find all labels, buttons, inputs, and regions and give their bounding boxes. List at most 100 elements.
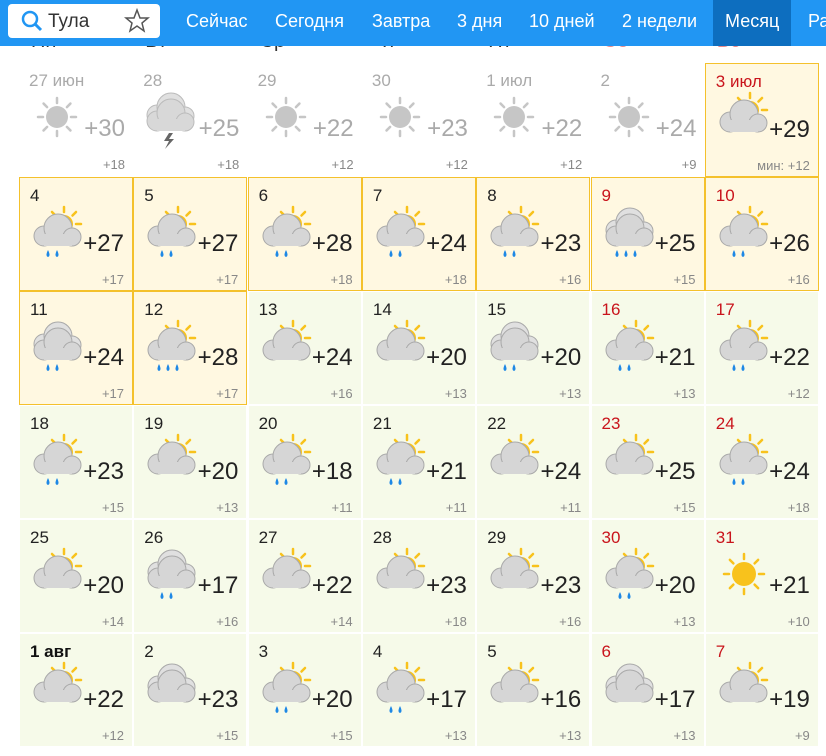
day-cell[interactable]: 27 июн +30 +18	[19, 63, 133, 177]
star-icon[interactable]	[124, 8, 150, 34]
temp-min: +11	[560, 500, 582, 515]
weather-icon	[262, 547, 311, 589]
weather-icon	[490, 205, 540, 257]
temp-min: +16	[787, 272, 810, 287]
temp-min: +16	[330, 386, 353, 401]
day-cell[interactable]: 3 +20 +15	[247, 633, 362, 747]
day-cell[interactable]: 29 +23 +16	[476, 519, 591, 633]
nav-tab[interactable]: Ра	[808, 11, 826, 31]
weather-icon	[262, 433, 311, 485]
day-cell[interactable]: 18 +23 +15	[19, 405, 133, 519]
temp-min: +9	[681, 157, 697, 172]
day-cell[interactable]: 25 +20 +14	[19, 519, 133, 633]
day-cell[interactable]: 1 авг +22 +12	[19, 633, 133, 747]
temp-min: +15	[673, 272, 696, 287]
day-cell[interactable]: 28 +23 +18	[361, 519, 476, 633]
day-cell[interactable]: 26 +17 +16	[133, 519, 248, 633]
weather-icon	[605, 319, 654, 371]
day-cell[interactable]: 19 +20 +13	[133, 405, 248, 519]
temp-max: +21	[426, 458, 467, 485]
day-label: 21	[372, 414, 392, 433]
temp-min: +17	[216, 272, 239, 287]
day-cell[interactable]: 2 +23 +15	[133, 633, 248, 747]
day-cell[interactable]: 9 +25 +15	[590, 177, 705, 291]
day-cell[interactable]: 30 +20 +13	[590, 519, 705, 633]
nav-tab[interactable]: 3 дня	[457, 11, 503, 31]
search-text: Тула	[48, 11, 90, 32]
temp-min: +10	[787, 614, 810, 629]
day-cell[interactable]: 28 +25 +18	[133, 63, 248, 177]
day-label: 22	[487, 414, 507, 433]
day-cell[interactable]: 7 +24 +18	[361, 177, 476, 291]
day-label: 29	[487, 528, 507, 547]
weather-icon	[605, 547, 654, 599]
temp-min: +16	[559, 614, 582, 629]
day-cell[interactable]: 7 +19 +9	[704, 633, 819, 747]
nav-tab[interactable]: Завтра	[372, 11, 431, 31]
weather-icon	[719, 205, 769, 257]
temp-min: +12	[101, 728, 124, 743]
weather-icon	[376, 205, 426, 257]
day-cell[interactable]: 4 +17 +13	[361, 633, 476, 747]
day-cell[interactable]: 1 июл +22 +12	[476, 63, 591, 177]
day-label: 13	[258, 300, 278, 319]
day-cell[interactable]: 22 +24 +11	[476, 405, 591, 519]
day-label: 12	[144, 300, 164, 319]
temp-max: +21	[769, 572, 810, 599]
day-label: 1 авг	[30, 642, 72, 661]
day-cell[interactable]: 11 +24 +17	[19, 291, 133, 405]
day-cell[interactable]: 29 +22 +12	[247, 63, 362, 177]
day-label: 17	[715, 300, 735, 319]
day-cell[interactable]: 5 +27 +17	[133, 177, 248, 291]
nav-tab[interactable]: 2 недели	[622, 11, 698, 31]
day-label: 31	[715, 528, 735, 547]
temp-min: +11	[445, 500, 467, 515]
weather-icon	[379, 96, 421, 138]
day-cell[interactable]: 27 +22 +14	[247, 519, 362, 633]
day-cell[interactable]: 6 +17 +13	[590, 633, 705, 747]
day-cell[interactable]: 20 +18 +11	[247, 405, 362, 519]
nav-tab[interactable]: Месяц	[713, 0, 792, 46]
nav-tab[interactable]: Сегодня	[275, 11, 344, 31]
temp-max: +24	[769, 458, 810, 485]
weather-icon	[33, 205, 83, 257]
day-cell[interactable]: 5 +16 +13	[476, 633, 591, 747]
day-cell[interactable]: 14 +20 +13	[361, 291, 476, 405]
search-box[interactable]: Тула	[8, 4, 160, 38]
temp-max: +23	[197, 686, 239, 713]
temp-max: +17	[654, 686, 696, 713]
temp-max: +17	[197, 572, 239, 599]
day-cell[interactable]: 6 +28 +18	[247, 177, 362, 291]
day-cell[interactable]: 21 +21 +11	[361, 405, 476, 519]
nav-tab[interactable]: 10 дней	[529, 11, 595, 31]
day-cell[interactable]: 30 +23 +12	[361, 63, 476, 177]
day-cell[interactable]: 10 +26 +16	[704, 177, 819, 291]
day-label: 27 июн	[29, 71, 85, 90]
temp-min: +12	[560, 157, 583, 172]
day-cell[interactable]: 24 +24 +18	[704, 405, 819, 519]
nav-tab[interactable]: Сейчас	[186, 11, 248, 31]
temp-min: +18	[787, 500, 810, 515]
temp-min: +13	[444, 728, 467, 743]
day-cell[interactable]: 15 +20 +13	[476, 291, 591, 405]
day-cell[interactable]: 12 +28 +17	[133, 291, 248, 405]
day-label: 3	[258, 642, 269, 661]
weather-icon	[376, 433, 426, 485]
day-cell[interactable]: 17 +22 +12	[704, 291, 819, 405]
temp-max: +25	[198, 115, 240, 142]
weather-icon	[490, 321, 539, 371]
temp-min: +14	[330, 614, 353, 629]
day-cell[interactable]: 4 +27 +17	[19, 177, 133, 291]
day-cell[interactable]: 3 июл +29 мин: +12	[704, 63, 819, 177]
day-cell[interactable]: 31 +21 +10	[704, 519, 819, 633]
day-label: 2	[600, 71, 610, 90]
day-cell[interactable]: 2 +24 +9	[590, 63, 705, 177]
temp-min: +18	[217, 157, 240, 172]
day-cell[interactable]: 23 +25 +15	[590, 405, 705, 519]
temp-min: +12	[445, 157, 468, 172]
day-label: 9	[601, 186, 611, 205]
day-cell[interactable]: 8 +23 +16	[476, 177, 591, 291]
day-cell[interactable]: 13 +24 +16	[247, 291, 362, 405]
day-cell[interactable]: 16 +21 +13	[590, 291, 705, 405]
